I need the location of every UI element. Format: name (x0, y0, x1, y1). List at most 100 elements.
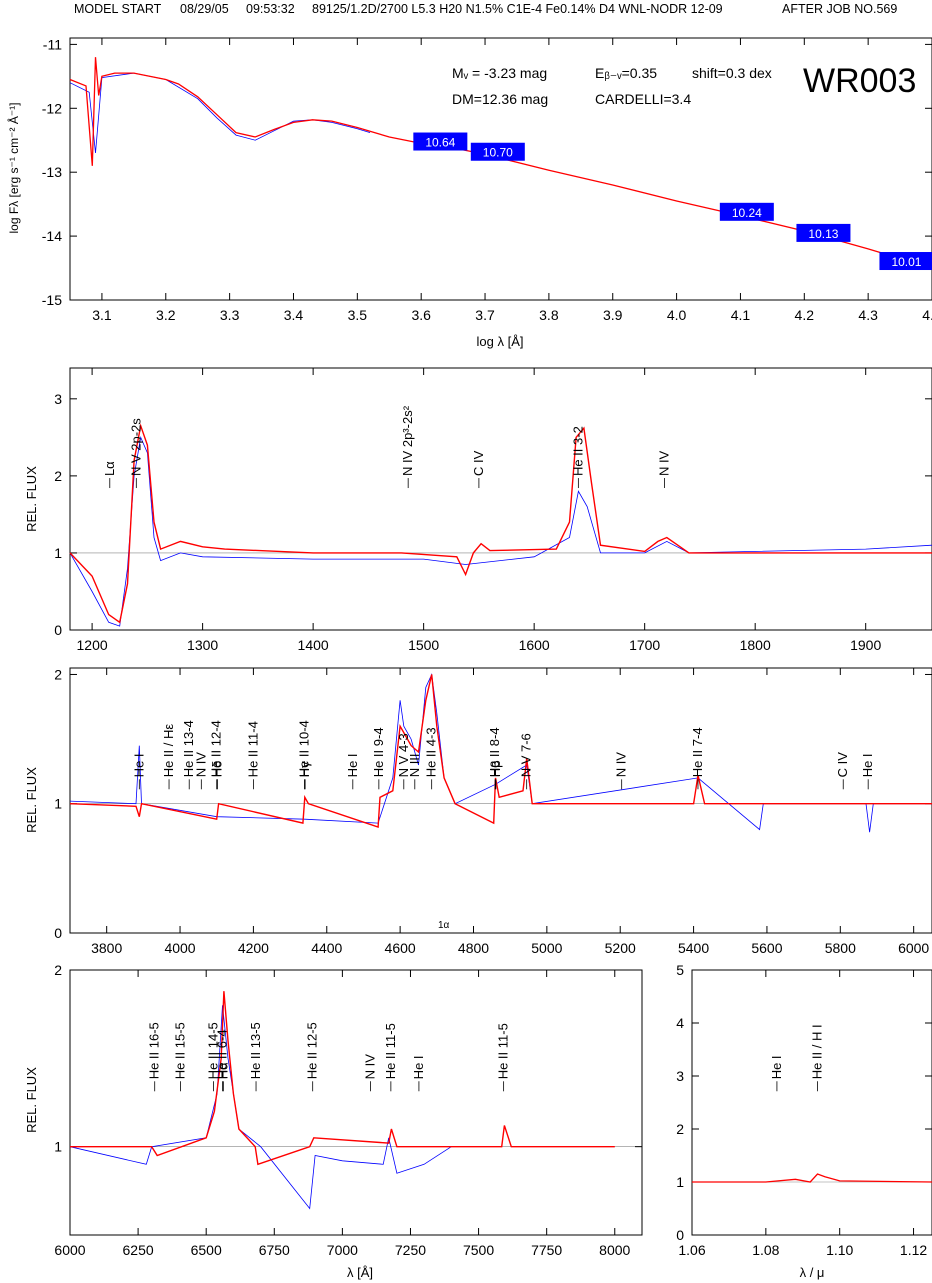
opt-line-label-9: He I (345, 753, 360, 777)
sed-observed-series (69, 72, 371, 154)
sed-xtick-label-7: 3.8 (539, 307, 559, 323)
sed-panel: 3.1 3.2 3.3 3.4 3.5 3.6 3.7 3.8 3.9 4.0 4.1 4.2 4.3 4… (6, 36, 932, 349)
red-ytick-label-0: 1 (54, 1139, 62, 1155)
param-mv: Mᵥ = -3.23 mag (452, 65, 547, 81)
optical-plot-area: 3800 4000 4200 4400 4600 4800 5000 5200 5400 5600… (54, 666, 932, 956)
ir-xtick-label-2: 1.10 (826, 1242, 853, 1258)
optical-ylabel: REL. FLUX (24, 767, 39, 833)
uv-xtick-label-0: 1200 (77, 637, 108, 653)
red-line-label-4: He II 6-4 (215, 1029, 230, 1079)
opt-line-label-12: N III (407, 753, 422, 777)
ir-line-label-1: He II / H I (810, 1024, 825, 1079)
uv-ytick-label-1: 1 (54, 545, 62, 561)
red-line-label-0: He II 16-5 (147, 1022, 162, 1079)
phot-label-3: 10.13 (808, 227, 838, 241)
uv-line-label-4: He II 3-2 (570, 426, 585, 476)
uv-ytick-label-3: 3 (54, 391, 62, 407)
ir-ytick-label-4: 4 (676, 1015, 684, 1031)
sed-ytick-label-1: -12 (42, 100, 62, 116)
phot-label-2: 10.24 (732, 206, 762, 220)
red-xtick-label-8: 8000 (599, 1242, 630, 1258)
opt-xtick-label-11: 6000 (898, 940, 929, 956)
sed-xtick-label-4: 3.5 (348, 307, 368, 323)
sed-xlabel: log λ [Å] (477, 334, 524, 349)
red-line-label-3: Hα (215, 1062, 230, 1079)
sed-xtick-label-10: 4.1 (731, 307, 751, 323)
opt-xtick-label-10: 5800 (825, 940, 856, 956)
opt-xtick-label-0: 3800 (91, 940, 122, 956)
sed-ytick-label-3: -14 (42, 228, 62, 244)
opt-line-label-16: N V 7-6 (519, 733, 534, 777)
uv-xtick-label-4: 1600 (519, 637, 550, 653)
uv-ytick-label-2: 2 (54, 468, 62, 484)
uv-line-label-0: Lα (102, 461, 117, 476)
uv-frame (69, 367, 932, 631)
red-line-label-10: He II 11-5 (496, 1023, 511, 1079)
opt-line-label-4: He II 12-4 (209, 720, 224, 777)
ir-xtick-label-1: 1.08 (752, 1242, 779, 1258)
uv-observed-series (69, 436, 932, 627)
ir-plot-area: 1.06 1.08 1.10 1.12 0 1 2 3 4 5 He I He II / H I (676, 962, 932, 1258)
ir-ytick-label-3: 3 (676, 1068, 684, 1084)
phot-label-0: 10.64 (425, 136, 455, 150)
phot-label-1: 10.70 (483, 146, 513, 160)
red-model-series (70, 991, 615, 1166)
opt-xtick-label-1: 4000 (164, 940, 195, 956)
sed-frame (69, 37, 932, 301)
ir-panel: 1.06 1.08 1.10 1.12 0 1 2 3 4 5 He I He II / H I λ … (676, 962, 932, 1280)
red-line-label-9: He I (411, 1055, 426, 1079)
red-line-label-8: He II 11-5 (383, 1023, 398, 1079)
red-xlabel: λ [Å] (347, 1265, 373, 1280)
opt-line-label-6: He II 11-4 (245, 721, 260, 777)
opt-xtick-label-2: 4200 (238, 940, 269, 956)
opt-xtick-label-4: 4600 (385, 940, 416, 956)
red-xtick-label-5: 7250 (395, 1242, 426, 1258)
opt-line-label-17: N IV (614, 752, 629, 778)
uv-line-label-3: C IV (471, 450, 486, 476)
uv-xtick-label-7: 1900 (850, 637, 881, 653)
sed-xtick-label-9: 4.0 (667, 307, 687, 323)
sed-model-series (69, 57, 907, 262)
ir-ytick-label-5: 5 (676, 962, 684, 978)
opt-line-label-8: Hγ (297, 761, 312, 777)
ir-ytick-label-2: 2 (676, 1121, 684, 1137)
sed-xtick-label-5: 3.6 (411, 307, 431, 323)
opt-xtick-label-3: 4400 (311, 940, 342, 956)
param-dm: DM=12.36 mag (452, 91, 548, 107)
red-xtick-label-7: 7750 (531, 1242, 562, 1258)
sed-xtick-label-8: 3.9 (603, 307, 623, 323)
opt-line-label-1: He II / Hε (161, 724, 176, 778)
uv-xtick-label-1: 1300 (187, 637, 218, 653)
sed-xtick-label-1: 3.2 (156, 307, 176, 323)
ir-xtick-label-3: 1.12 (900, 1242, 927, 1258)
opt-xtick-label-9: 5600 (751, 940, 782, 956)
red-ylabel: REL. FLUX (24, 1067, 39, 1133)
sed-xtick-label-6: 3.7 (475, 307, 495, 323)
opt-line-label-2: He II 13-4 (181, 720, 196, 777)
red-frame (69, 969, 643, 1236)
ir-ytick-label-0: 0 (676, 1227, 684, 1243)
opt-line-label-7: He II 10-4 (296, 720, 311, 777)
opt-line-label-18: He II 7-4 (690, 727, 705, 777)
header-model-start: MODEL START (74, 2, 162, 16)
red-xtick-label-0: 6000 (54, 1242, 85, 1258)
phot-box-3 (796, 223, 851, 242)
ir-line-label-0: He I (769, 1055, 784, 1079)
phot-box-2 (719, 202, 774, 221)
opt-line-label-20: He I (860, 753, 875, 777)
red-xtick-label-6: 7500 (463, 1242, 494, 1258)
opt-model-series (69, 674, 932, 828)
uv-xtick-label-2: 1400 (298, 637, 329, 653)
header-model-params: 89125/1.2D/2700 L5.3 H20 N1.5% C1E-4 Fe0… (312, 2, 723, 16)
uv-line-label-2: N IV 2p³-2s² (400, 405, 415, 476)
sed-xtick-label-13: 4.4 (922, 307, 932, 323)
sed-xtick-label-3: 3.4 (284, 307, 304, 323)
sed-xtick-label-12: 4.3 (858, 307, 878, 323)
opt-xtick-label-6: 5000 (531, 940, 562, 956)
opt-line-label-19: C IV (835, 752, 850, 778)
uv-xtick-label-5: 1700 (629, 637, 660, 653)
sed-xtick-label-0: 3.1 (92, 307, 112, 323)
ir-xlabel: λ / μ (800, 1265, 825, 1280)
header-line: MODEL START 08/29/05 09:53:32 89125/1.2D… (0, 0, 932, 22)
sed-xtick-label-2: 3.3 (220, 307, 240, 323)
